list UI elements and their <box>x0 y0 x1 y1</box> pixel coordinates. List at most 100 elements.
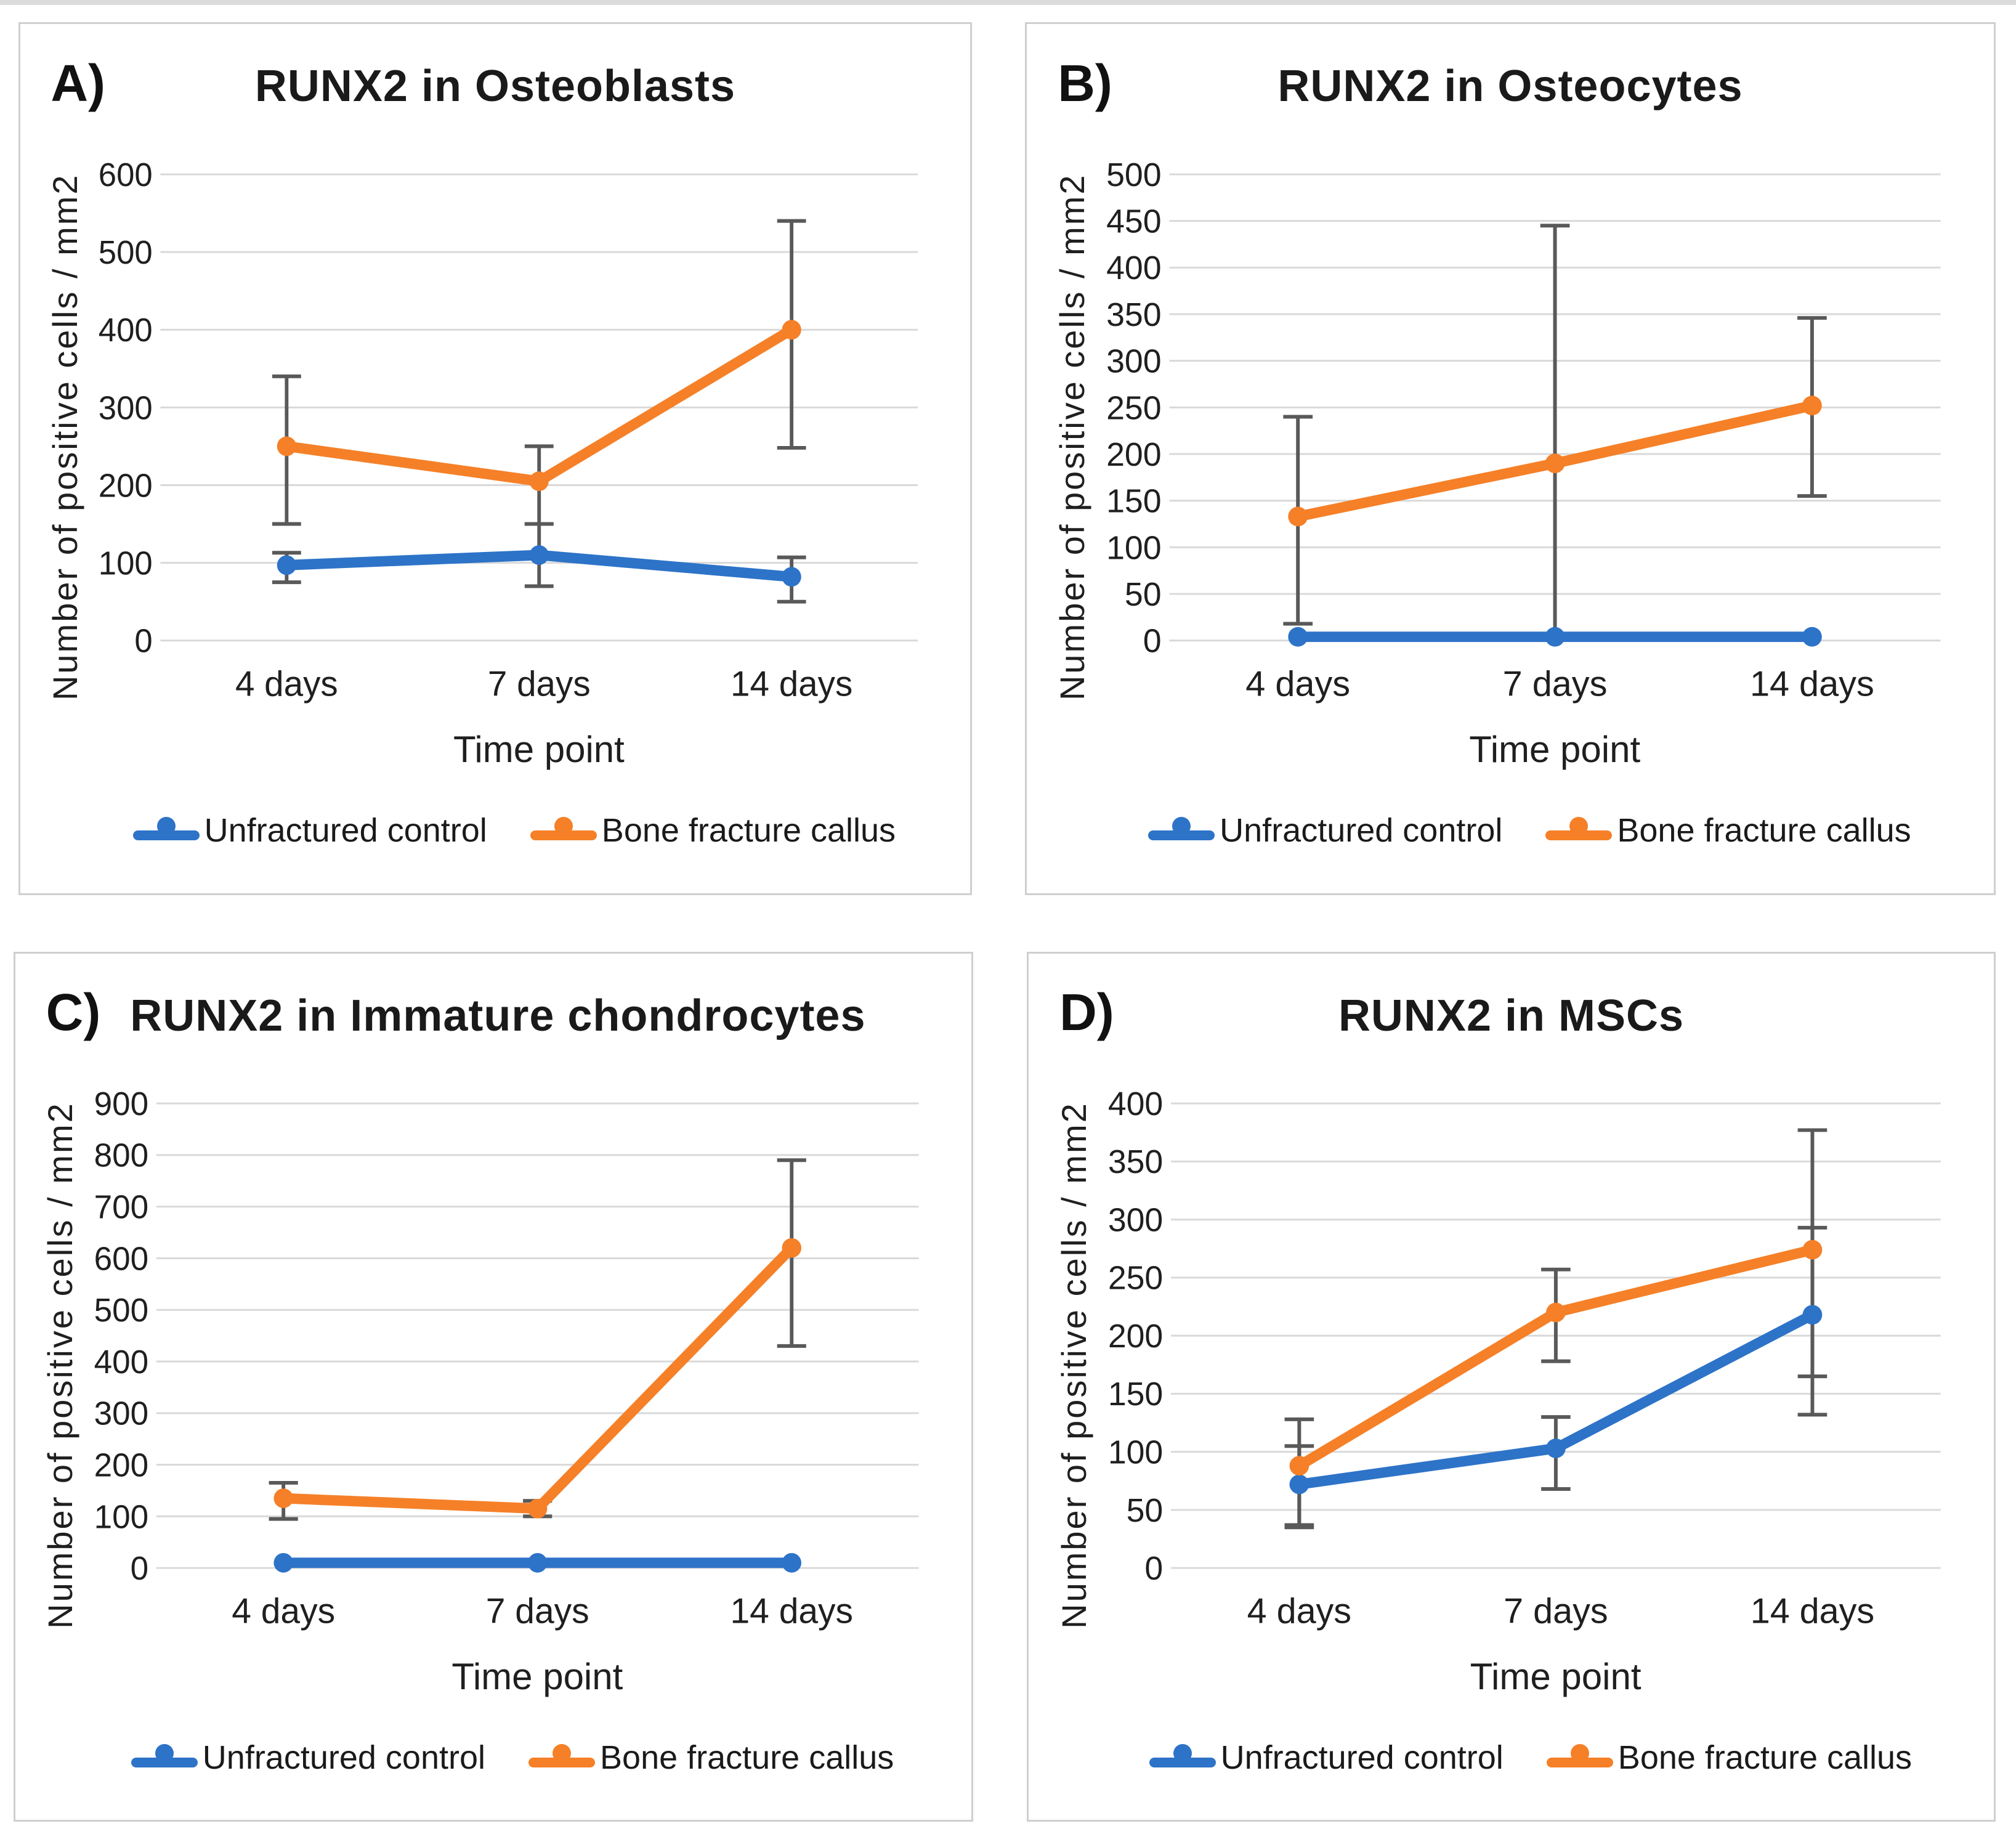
legend-item-unfractured-control: Unfractured control <box>132 811 487 850</box>
x-tick-label: 4 days <box>1247 1591 1351 1631</box>
y-tick-label: 350 <box>1106 296 1162 333</box>
legend-label: Unfractured control <box>1220 812 1503 850</box>
series-marker-1 <box>277 436 296 456</box>
x-tick-label: 4 days <box>232 1591 335 1631</box>
y-tick-label: 0 <box>1144 1551 1163 1587</box>
x-tick-label: 4 days <box>235 664 338 704</box>
legend-label: Unfractured control <box>204 812 487 850</box>
legend-label: Bone fracture callus <box>601 812 896 850</box>
y-tick-label: 200 <box>1106 436 1162 473</box>
panel-b: 0 50 100 150 200 250 300 350 400 450 500 4 days 7 da… <box>1025 22 1996 895</box>
line-marker-icon <box>1149 1743 1216 1771</box>
y-tick-label: 400 <box>1108 1086 1163 1122</box>
x-tick-label: 14 days <box>731 1591 854 1631</box>
page-top-edge <box>0 0 2016 5</box>
line-marker-icon <box>528 1743 596 1771</box>
legend-item-bone-fracture-callus: Bone fracture callus <box>530 811 896 850</box>
panel-a: 0 100 200 300 400 500 600 4 days 7 days 14 days A… <box>18 22 972 895</box>
y-tick-label: 450 <box>1106 203 1162 240</box>
legend-item-unfractured-control: Unfractured control <box>1149 1739 1504 1777</box>
y-tick-label: 600 <box>94 1241 148 1277</box>
y-tick-label: 150 <box>1106 483 1162 520</box>
legend-label: Unfractured control <box>202 1739 486 1776</box>
legend-item-bone-fracture-callus: Bone fracture callus <box>1546 1739 1913 1777</box>
chart-canvas-a: 0 100 200 300 400 500 600 4 days 7 days 14 days <box>99 156 918 704</box>
legend-c: Unfractured control Bone fracture callus <box>102 1739 924 1777</box>
legend-label: Bone fracture callus <box>600 1739 894 1776</box>
y-tick-label: 50 <box>1127 1493 1164 1529</box>
line-marker-icon <box>1546 1743 1613 1771</box>
series-marker-0 <box>277 555 296 575</box>
series-marker-1 <box>273 1488 293 1508</box>
legend-d: Unfractured control Bone fracture callus <box>1115 1739 1946 1777</box>
series-marker-0 <box>1802 627 1822 647</box>
legend-b: Unfractured control Bone fracture callus <box>1114 811 1945 850</box>
y-tick-label: 500 <box>1106 156 1162 193</box>
panel-title-c: RUNX2 in Immature chondrocytes <box>130 991 866 1041</box>
y-tick-label: 400 <box>99 312 153 349</box>
x-tick-label: 7 days <box>1503 664 1608 704</box>
line-marker-icon <box>131 1743 198 1771</box>
line-marker-icon <box>1545 817 1613 844</box>
panel-letter-d: D) <box>1059 983 1114 1042</box>
x-tick-label: 7 days <box>486 1591 589 1631</box>
y-tick-label: 200 <box>94 1447 148 1483</box>
series-marker-1 <box>1545 453 1565 474</box>
y-tick-label: 400 <box>94 1344 148 1381</box>
legend-label: Bone fracture callus <box>1617 1739 1913 1776</box>
series-marker-1 <box>782 320 801 340</box>
y-tick-label: 300 <box>1106 343 1162 380</box>
panel-title-d: RUNX2 in MSCs <box>1338 991 1685 1041</box>
legend-label: Unfractured control <box>1220 1739 1504 1776</box>
series-marker-0 <box>782 1552 801 1573</box>
series-marker-1 <box>529 471 549 492</box>
line-marker-icon <box>1148 817 1215 844</box>
series-marker-1 <box>782 1238 801 1258</box>
y-tick-label: 900 <box>94 1086 148 1122</box>
x-tick-label: 7 days <box>1504 1591 1608 1631</box>
y-tick-label: 100 <box>94 1499 148 1535</box>
legend-label: Bone fracture callus <box>1617 812 1911 850</box>
x-tick-label: 14 days <box>1750 664 1874 704</box>
line-marker-icon <box>132 817 200 844</box>
y-tick-label: 300 <box>1108 1202 1163 1238</box>
error-bar <box>1540 224 1570 641</box>
panel-letter-a: A) <box>51 54 105 112</box>
chart-canvas-c: 0 100 200 300 400 500 600 700 800 900 4 days 7 days… <box>94 1086 919 1631</box>
y-tick-label: 150 <box>1108 1376 1163 1413</box>
x-tick-label: 14 days <box>1751 1591 1874 1631</box>
series-marker-0 <box>529 545 549 565</box>
y-tick-label: 350 <box>1108 1144 1163 1180</box>
y-tick-label: 100 <box>1106 529 1162 566</box>
panel-title-a: RUNX2 in Osteoblasts <box>254 62 736 112</box>
panel-c: 0 100 200 300 400 500 600 700 800 900 4 days 7 days… <box>14 952 973 1822</box>
series-marker-0 <box>527 1552 548 1573</box>
y-axis-title-b: Number of positive cells / mm2 <box>1052 173 1091 701</box>
y-tick-label: 0 <box>134 623 152 660</box>
series-marker-1 <box>1289 1456 1310 1476</box>
series-marker-0 <box>1546 1438 1566 1458</box>
y-tick-label: 500 <box>94 1292 148 1329</box>
legend-item-unfractured-control: Unfractured control <box>1148 811 1502 850</box>
chart-canvas-d: 0 50 100 150 200 250 300 350 400 4 days 7 days 14 d… <box>1108 1086 1941 1631</box>
legend-a: Unfractured control Bone fracture callus <box>106 811 923 850</box>
x-axis-title-a: Time point <box>453 728 625 770</box>
y-tick-label: 400 <box>1106 250 1162 286</box>
series-marker-0 <box>273 1552 293 1573</box>
y-tick-label: 300 <box>99 390 153 427</box>
series-marker-1 <box>527 1498 548 1519</box>
panel-letter-c: C) <box>46 983 101 1042</box>
y-tick-label: 700 <box>94 1189 148 1225</box>
legend-item-bone-fracture-callus: Bone fracture callus <box>1545 811 1911 850</box>
y-tick-label: 800 <box>94 1138 148 1174</box>
legend-item-bone-fracture-callus: Bone fracture callus <box>528 1739 894 1777</box>
x-axis-title-b: Time point <box>1469 728 1641 770</box>
series-marker-1 <box>1288 506 1308 527</box>
legend-item-unfractured-control: Unfractured control <box>131 1739 485 1777</box>
y-tick-label: 250 <box>1106 389 1162 426</box>
x-tick-label: 7 days <box>488 664 591 704</box>
x-axis-title-c: Time point <box>451 1655 623 1697</box>
y-tick-label: 300 <box>94 1395 148 1432</box>
y-axis-title-c: Number of positive cells / mm2 <box>41 1102 80 1629</box>
y-axis-title-a: Number of positive cells / mm2 <box>46 173 85 701</box>
